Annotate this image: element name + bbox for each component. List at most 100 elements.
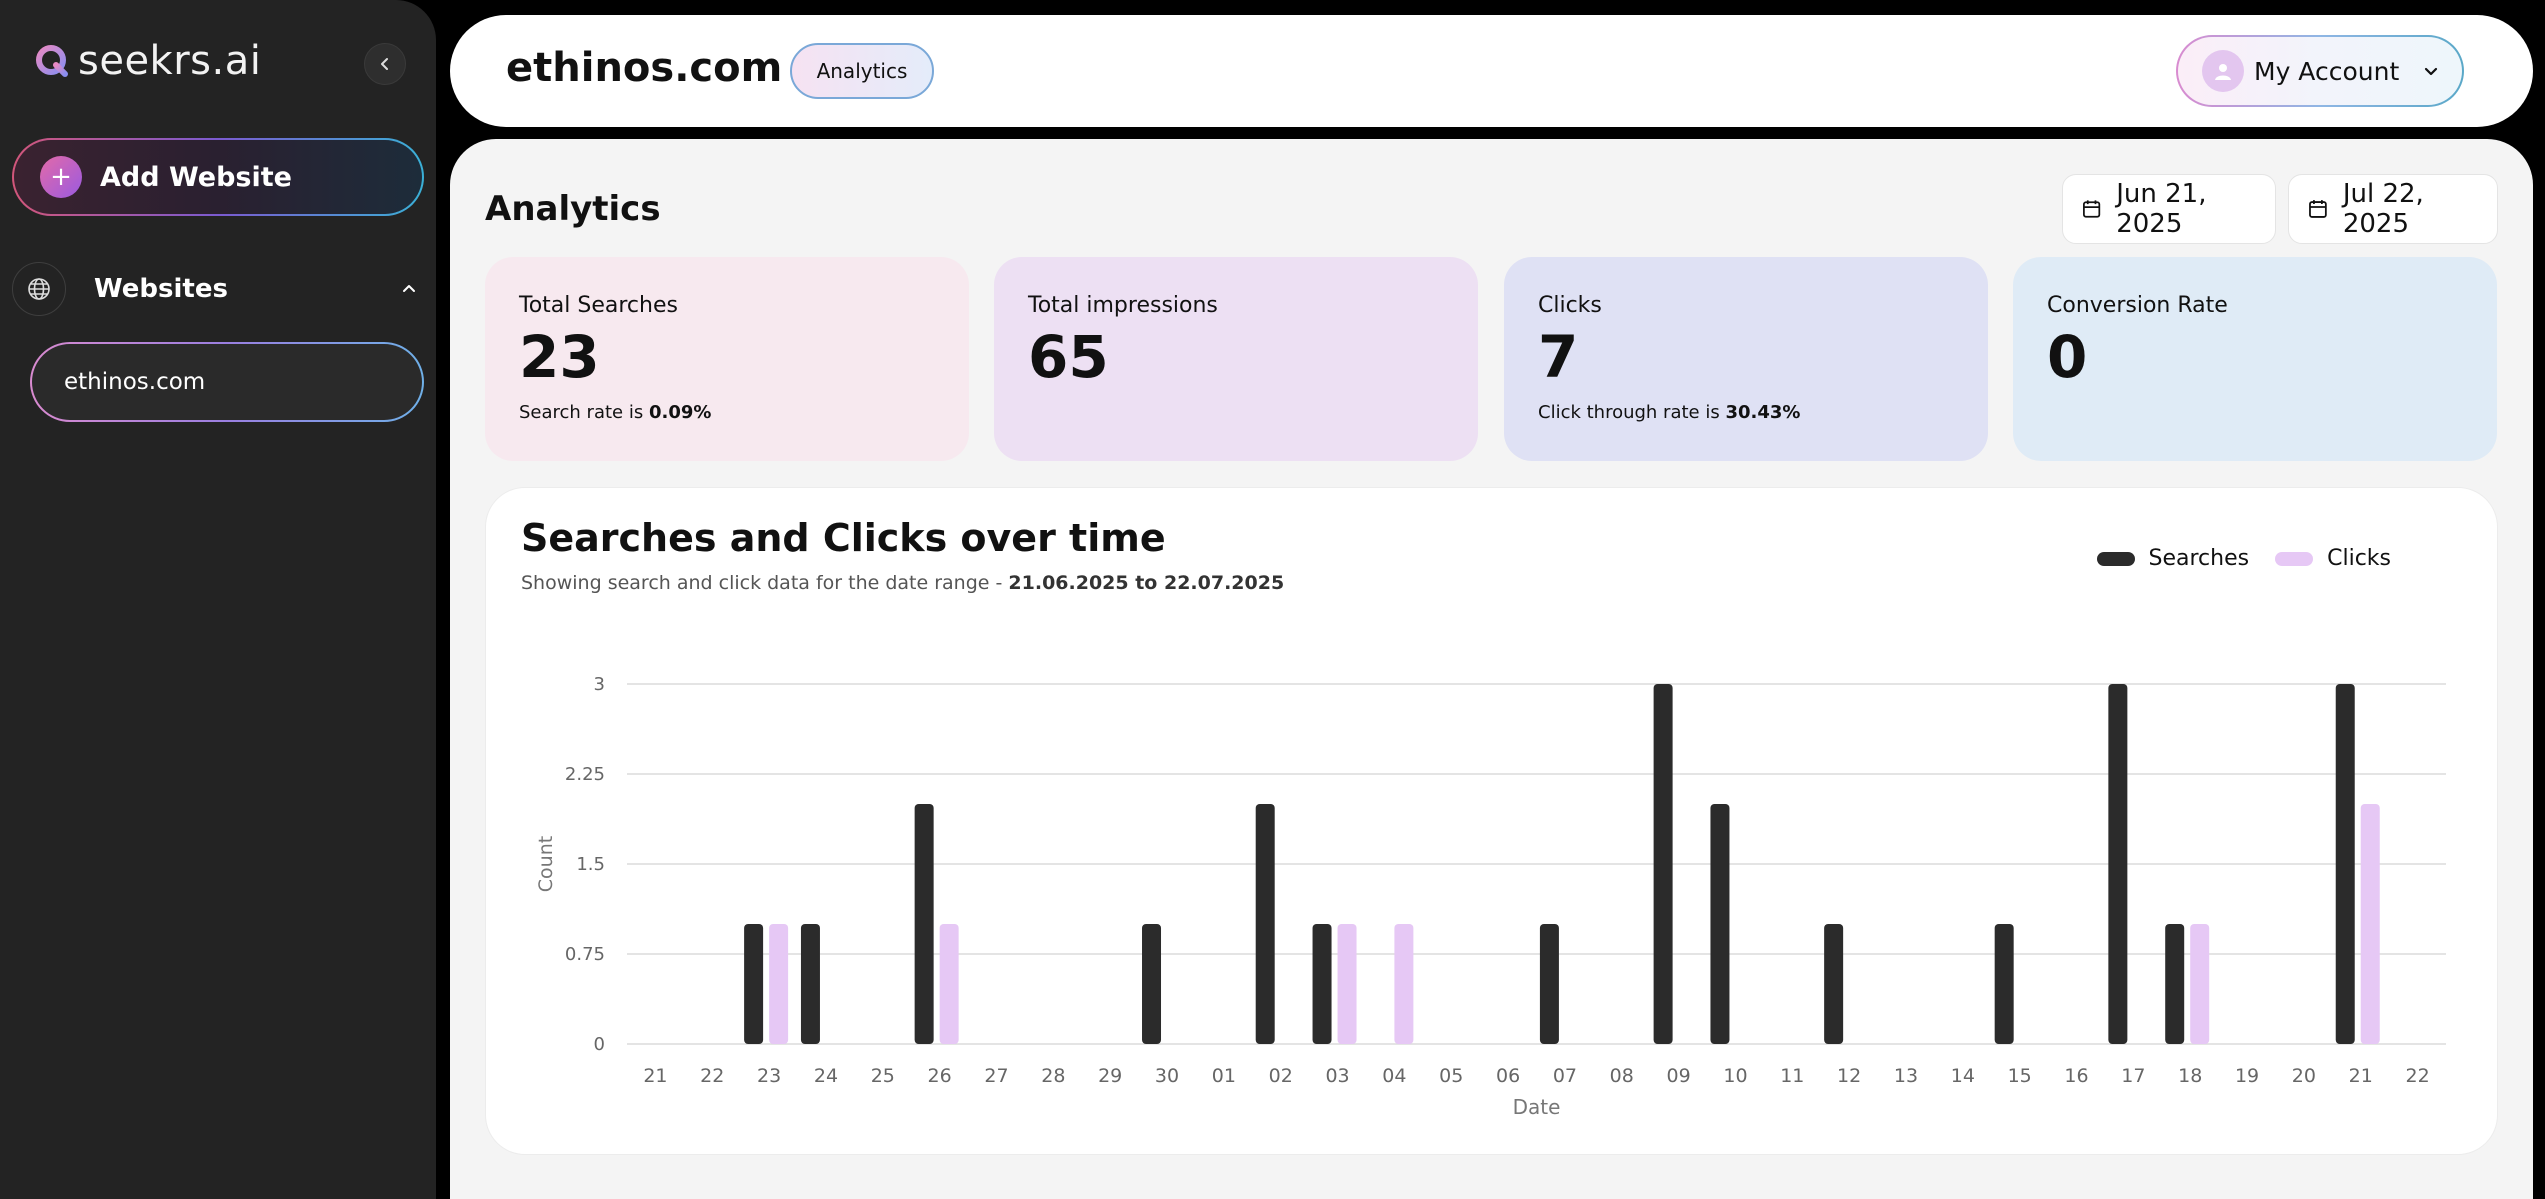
sidebar-item-ethinos[interactable]: ethinos.com	[30, 342, 424, 422]
legend-swatch-searches	[2096, 551, 2135, 566]
x-tick-label: 12	[1837, 1065, 1861, 1087]
websites-label: Websites	[94, 274, 228, 304]
top-header: ethinos.com Analytics My Account	[450, 15, 2533, 127]
x-tick-label: 23	[757, 1065, 781, 1087]
plus-icon: +	[40, 156, 82, 198]
globe-icon	[12, 262, 66, 316]
x-tick-label: 05	[1439, 1065, 1463, 1087]
collapse-sidebar-button[interactable]	[364, 43, 406, 85]
y-tick-label: 0	[594, 1034, 605, 1055]
add-website-button[interactable]: + Add Website	[12, 138, 424, 216]
x-tick-label: 11	[1780, 1065, 1804, 1087]
stat-card-clicks: Clicks 7 Click through rate is 30.43%	[1504, 257, 1988, 461]
x-tick-label: 30	[1155, 1065, 1179, 1087]
stat-card-total-searches: Total Searches 23 Search rate is 0.09%	[485, 257, 969, 461]
stat-subtext: Click through rate is 30.43%	[1538, 402, 1801, 423]
searches-bar	[800, 924, 820, 1044]
chart-title: Searches and Clicks over time	[521, 516, 1166, 560]
my-account-button[interactable]: My Account	[2176, 35, 2464, 107]
stat-card-conversion-rate: Conversion Rate 0	[2013, 257, 2497, 461]
searches-bar	[2108, 684, 2128, 1044]
y-tick-label: 1.5	[576, 854, 605, 875]
searches-bar	[1539, 924, 1559, 1044]
stat-label: Conversion Rate	[2047, 293, 2228, 318]
y-axis-label: Count	[535, 836, 557, 892]
clicks-bar	[769, 924, 789, 1044]
x-tick-label: 07	[1553, 1065, 1577, 1087]
brand-name: seekrs.ai	[78, 38, 262, 84]
page-title: Analytics	[485, 189, 661, 229]
x-tick-label: 24	[814, 1065, 838, 1087]
sidebar: seekrs.ai + Add Website Websites ethinos…	[0, 0, 436, 1199]
calendar-icon	[2309, 200, 2327, 218]
stat-value: 0	[2047, 323, 2088, 391]
stat-value: 65	[1028, 323, 1109, 391]
x-tick-label: 14	[1951, 1065, 1975, 1087]
x-tick-label: 13	[1894, 1065, 1918, 1087]
x-tick-label: 26	[928, 1065, 952, 1087]
chart-legend: Searches Clicks	[2096, 546, 2391, 571]
logo-icon	[36, 45, 68, 77]
x-tick-label: 18	[2178, 1065, 2202, 1087]
x-tick-label: 28	[1041, 1065, 1065, 1087]
x-tick-label: 19	[2235, 1065, 2259, 1087]
legend-item-searches[interactable]: Searches	[2096, 546, 2250, 571]
start-date-picker[interactable]: Jun 21, 2025	[2062, 174, 2276, 244]
y-tick-label: 3	[594, 674, 605, 695]
chart-subtitle: Showing search and click data for the da…	[521, 572, 1285, 594]
searches-bar	[1710, 804, 1730, 1044]
x-tick-label: 04	[1382, 1065, 1406, 1087]
x-tick-label: 16	[2064, 1065, 2088, 1087]
searches-bar	[1142, 924, 1162, 1044]
legend-label: Searches	[2148, 546, 2250, 571]
sidebar-item-label: ethinos.com	[64, 369, 206, 395]
y-tick-label: 0.75	[565, 944, 605, 965]
searches-bar	[1653, 684, 1673, 1044]
legend-swatch-clicks	[2275, 551, 2314, 566]
chevron-down-icon	[2425, 67, 2438, 76]
stat-label: Clicks	[1538, 293, 1602, 318]
x-tick-label: 02	[1269, 1065, 1293, 1087]
start-date-label: Jun 21, 2025	[2116, 179, 2207, 239]
x-tick-label: 17	[2121, 1065, 2145, 1087]
bar-chart: 0 0.75 1.5 2.25 3 Count Date 21 22 23 24 25 26 27 28 29…	[535, 674, 2446, 1119]
stat-subtext: Search rate is 0.09%	[519, 402, 712, 423]
user-icon	[2215, 64, 2231, 80]
x-tick-label: 01	[1212, 1065, 1236, 1087]
x-tick-label: 03	[1325, 1065, 1349, 1087]
avatar	[2202, 50, 2244, 92]
searches-bar	[914, 804, 934, 1044]
searches-bar	[2165, 924, 2185, 1044]
account-label: My Account	[2254, 56, 2400, 86]
stat-label: Total Searches	[519, 293, 678, 318]
add-website-label: Add Website	[100, 161, 292, 193]
stat-value: 7	[1538, 323, 1579, 391]
chevron-left-icon	[381, 58, 388, 70]
end-date-picker[interactable]: Jul 22, 2025	[2288, 174, 2498, 244]
searches-bar	[2335, 684, 2355, 1044]
x-tick-label: 20	[2292, 1065, 2316, 1087]
x-tick-label: 21	[643, 1065, 667, 1087]
x-tick-label: 22	[700, 1065, 724, 1087]
x-tick-label: 21	[2349, 1065, 2373, 1087]
stat-value: 23	[519, 323, 600, 391]
legend-item-clicks[interactable]: Clicks	[2275, 546, 2391, 571]
clicks-bar	[1394, 924, 1414, 1044]
searches-clicks-chart-card: Searches and Clicks over time Showing se…	[485, 487, 2498, 1155]
x-tick-label: 25	[871, 1065, 895, 1087]
x-axis-label: Date	[1513, 1095, 1561, 1119]
websites-section-toggle[interactable]: Websites	[12, 262, 424, 316]
main-content: Analytics Jun 21, 2025 Jul 22, 2025 Tota…	[450, 139, 2533, 1199]
calendar-icon	[2083, 200, 2101, 218]
brand-logo[interactable]: seekrs.ai	[34, 38, 261, 84]
legend-label: Clicks	[2327, 546, 2391, 571]
searches-bar	[1312, 924, 1332, 1044]
searches-bar	[1994, 924, 2014, 1044]
analytics-tab[interactable]: Analytics	[790, 43, 934, 99]
x-tick-label: 27	[984, 1065, 1008, 1087]
page-site-title: ethinos.com	[506, 45, 783, 91]
searches-bar	[744, 924, 764, 1044]
end-date-label: Jul 22, 2025	[2342, 179, 2424, 239]
stat-card-total-impressions: Total impressions 65	[994, 257, 1478, 461]
clicks-bar	[2360, 804, 2380, 1044]
